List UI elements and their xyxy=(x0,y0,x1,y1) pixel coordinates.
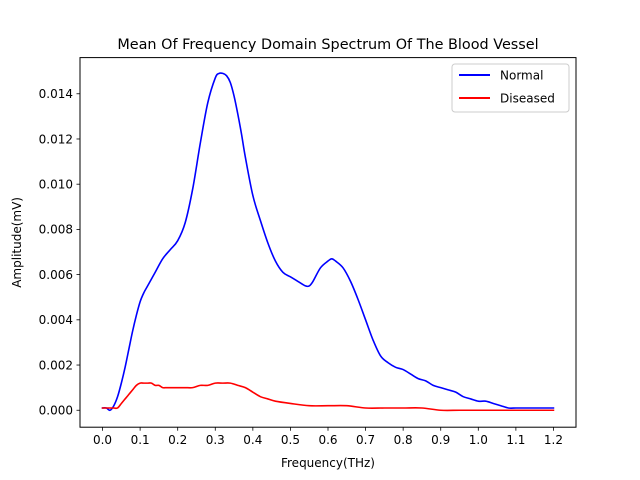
x-tick-label: 1.2 xyxy=(544,433,563,447)
y-tick-label: 0.008 xyxy=(39,223,73,237)
x-axis-label: Frequency(THz) xyxy=(281,456,375,470)
x-tick-label: 0.8 xyxy=(394,433,413,447)
y-tick-label: 0.006 xyxy=(39,268,73,282)
x-tick-label: 0.6 xyxy=(318,433,337,447)
y-tick-label: 0.010 xyxy=(39,177,73,191)
y-axis-label: Amplitude(mV) xyxy=(10,197,24,288)
x-tick-label: 1.1 xyxy=(506,433,525,447)
series-line-diseased xyxy=(101,382,555,412)
x-tick-label: 1.0 xyxy=(469,433,488,447)
x-tick-label: 0.5 xyxy=(281,433,300,447)
x-tick-label: 0.9 xyxy=(431,433,450,447)
x-ticks: 0.0 0.1 0.2 0.3 0.4 0.5 0.6 0.7 0.8 0.9 1.0 1.1 1.2 xyxy=(93,427,563,447)
y-ticks: 0.000 0.002 0.004 0.006 0.008 0.010 0.012 0.014 xyxy=(39,87,80,418)
x-tick-label: 0.0 xyxy=(93,433,112,447)
series-layer xyxy=(101,72,555,412)
series-line-normal xyxy=(101,72,555,412)
y-tick-label: 0.002 xyxy=(39,358,73,372)
legend-label-normal: Normal xyxy=(500,69,543,83)
legend-label-diseased: Diseased xyxy=(500,92,555,106)
chart-title: Mean Of Frequency Domain Spectrum Of The… xyxy=(117,37,538,53)
x-tick-label: 0.4 xyxy=(243,433,262,447)
y-tick-label: 0.000 xyxy=(39,404,73,418)
x-tick-label: 0.1 xyxy=(131,433,150,447)
x-tick-label: 0.3 xyxy=(206,433,225,447)
legend: Normal Diseased xyxy=(451,63,570,113)
y-tick-label: 0.004 xyxy=(39,313,73,327)
y-tick-label: 0.012 xyxy=(39,132,73,146)
y-tick-label: 0.014 xyxy=(39,87,73,101)
x-tick-label: 0.2 xyxy=(168,433,187,447)
x-tick-label: 0.7 xyxy=(356,433,375,447)
